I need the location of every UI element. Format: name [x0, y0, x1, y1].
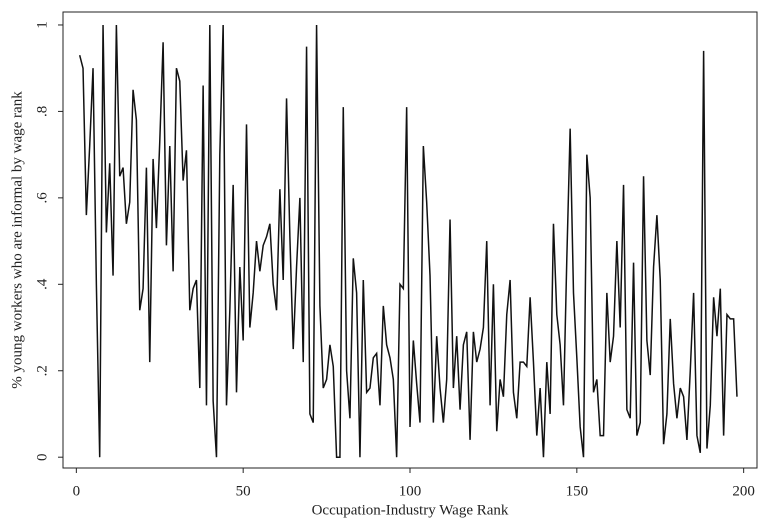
x-tick-label: 200	[732, 483, 755, 499]
x-tick-label: 50	[236, 483, 251, 499]
x-tick-label: 0	[73, 483, 81, 499]
x-tick-label: 100	[399, 483, 422, 499]
y-tick-label: .6	[34, 192, 50, 204]
y-tick-label: .2	[34, 365, 50, 376]
y-tick-label: 1	[34, 21, 50, 29]
x-tick-label: 150	[566, 483, 589, 499]
y-tick-label: .4	[34, 278, 50, 290]
data-line	[78, 24, 738, 458]
y-tick-label: .8	[34, 106, 50, 117]
x-axis-label: Occupation-Industry Wage Rank	[312, 502, 509, 518]
y-tick-label: 0	[34, 453, 50, 461]
y-axis-label: % young workers who are informal by wage…	[9, 91, 25, 389]
